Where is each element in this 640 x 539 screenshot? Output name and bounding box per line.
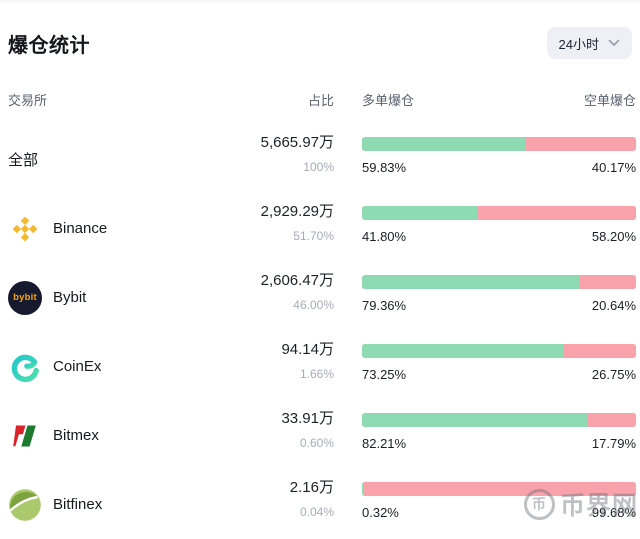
- liquidation-amount: 2.16万: [289, 479, 334, 496]
- watermark-text: 币界网: [559, 492, 638, 520]
- exchange-name: Bybit: [53, 289, 87, 306]
- bitfinex-logo: [8, 488, 42, 522]
- short-bar-segment: [579, 275, 636, 289]
- long-bar-segment: [362, 344, 563, 358]
- col-header-share: 占比: [307, 93, 334, 108]
- exchange-name: 全部: [8, 152, 39, 169]
- binance-logo: [8, 212, 42, 246]
- liquidation-amount: 2,929.29万: [260, 203, 334, 220]
- coin-icon: 币: [523, 488, 555, 520]
- long-short-ratio-bar: [362, 275, 636, 289]
- bitmex-logo: [8, 419, 42, 453]
- exchange-name: Bitfinex: [53, 496, 103, 513]
- long-bar-segment: [362, 206, 477, 220]
- page-title: 爆仓统计: [8, 34, 90, 57]
- bybit-logo: bybit: [8, 280, 42, 315]
- exchange-row[interactable]: Bitmex 33.91万 0.60% 82.21% 17.79%: [0, 401, 640, 470]
- period-label: 24小时: [558, 36, 599, 52]
- table-header-row: 交易所 占比 多单爆仓 空单爆仓: [0, 93, 640, 109]
- exchange-name: CoinEx: [53, 358, 102, 375]
- short-bar-segment: [525, 137, 636, 151]
- long-bar-segment: [362, 413, 588, 427]
- exchange-name: Bitmex: [53, 427, 99, 444]
- long-percent: 41.80%: [362, 229, 407, 244]
- short-bar-segment: [562, 344, 636, 358]
- long-short-ratio-bar: [362, 206, 636, 220]
- liquidation-amount: 5,665.97万: [260, 134, 334, 151]
- short-percent: 20.64%: [591, 298, 636, 313]
- long-bar-segment: [362, 275, 580, 289]
- long-percent: 59.83%: [362, 160, 407, 175]
- chevron-down-icon: [608, 39, 620, 46]
- short-bar-segment: [476, 206, 636, 220]
- card-header: 爆仓统计 24小时: [0, 3, 640, 59]
- col-header-long-liquidation: 多单爆仓: [362, 93, 415, 108]
- short-bar-segment: [587, 413, 636, 427]
- short-percent: 58.20%: [591, 229, 636, 244]
- exchange-row[interactable]: CoinEx 94.14万 1.66% 73.25% 26.75%: [0, 332, 640, 401]
- share-percent: 46.00%: [293, 298, 334, 312]
- long-short-ratio-bar: [362, 344, 636, 358]
- short-percent: 26.75%: [591, 367, 636, 382]
- exchange-row[interactable]: Binance 2,929.29万 51.70% 41.80% 58.20%: [0, 194, 640, 263]
- liquidation-amount: 33.91万: [281, 410, 334, 427]
- long-short-ratio-bar: [362, 137, 636, 151]
- page-top-strip: [0, 0, 640, 3]
- long-percent: 82.21%: [362, 436, 407, 451]
- exchange-rows: 全部 5,665.97万 100% 59.83% 40.17% Binance …: [0, 125, 640, 539]
- long-bar-segment: [362, 482, 363, 496]
- liquidation-amount: 2,606.47万: [260, 272, 334, 289]
- col-header-short-liquidation: 空单爆仓: [583, 93, 636, 108]
- exchange-row[interactable]: bybit Bybit 2,606.47万 46.00% 79.36% 20.6…: [0, 263, 640, 332]
- period-dropdown[interactable]: 24小时: [546, 27, 632, 59]
- share-percent: 51.70%: [293, 229, 334, 243]
- long-percent: 79.36%: [362, 298, 407, 313]
- long-short-ratio-bar: [362, 413, 636, 427]
- watermark: 币 币界网: [523, 486, 638, 522]
- liquidation-amount: 94.14万: [281, 341, 334, 358]
- short-bar-segment: [362, 482, 636, 496]
- share-percent: 1.66%: [299, 367, 334, 381]
- share-percent: 0.04%: [299, 505, 334, 519]
- coinex-logo: [8, 350, 42, 384]
- col-header-exchange: 交易所: [8, 93, 48, 108]
- short-percent: 40.17%: [591, 160, 636, 175]
- long-percent: 0.32%: [362, 505, 399, 520]
- share-percent: 100%: [303, 160, 334, 174]
- long-bar-segment: [362, 137, 526, 151]
- exchange-row[interactable]: Bitfinex 2.16万 0.04% 0.32% 99.68%: [0, 470, 640, 539]
- long-short-ratio-bar: [362, 482, 636, 496]
- short-percent: 17.79%: [591, 436, 636, 451]
- exchange-row[interactable]: 全部 5,665.97万 100% 59.83% 40.17%: [0, 125, 640, 194]
- long-percent: 73.25%: [362, 367, 407, 382]
- short-percent: 99.68%: [591, 505, 636, 520]
- exchange-name: Binance: [53, 220, 108, 237]
- share-percent: 0.60%: [299, 436, 334, 450]
